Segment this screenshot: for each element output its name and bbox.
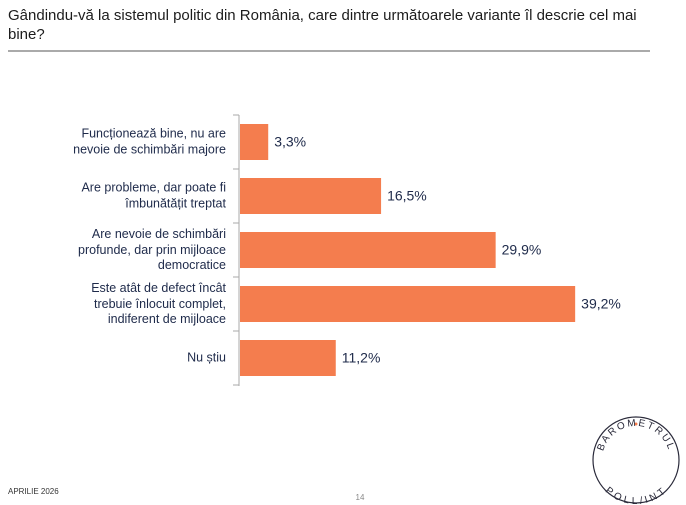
page-number: 14 [356, 493, 365, 502]
logo-dot [634, 422, 638, 426]
value-label: 11,2% [342, 350, 381, 366]
value-label: 29,9% [502, 242, 542, 258]
chart-title: Gândindu-vă la sistemul politic din Româ… [8, 7, 637, 43]
category-label: Funcționează bine, nu are nevoie de schi… [73, 126, 226, 157]
category-label: Are probleme, dar poate fi îmbunătățit t… [81, 180, 226, 211]
category-label: Are nevoie de schimbări profunde, dar pr… [78, 226, 226, 272]
logo-bottom-text: POLL/INT [603, 485, 668, 505]
value-label: 3,3% [274, 134, 306, 150]
bar [240, 124, 269, 160]
category-label: Nu știu [187, 350, 226, 365]
bar [240, 232, 496, 268]
bar [240, 178, 382, 214]
logo-bottom: POLL/INT [603, 485, 670, 505]
category-label: Este atât de defect încât trebuie înlocu… [91, 280, 226, 326]
value-label: 39,2% [581, 296, 621, 312]
logo-top-text: BAROMETRUL [595, 418, 674, 453]
logo-ring [592, 416, 680, 504]
bar [240, 340, 336, 376]
footer-date: APRILIE 2026 [8, 487, 59, 496]
logo-top: BAROMETRUL [595, 418, 676, 453]
bar [240, 286, 576, 322]
value-label: 16,5% [387, 188, 427, 204]
